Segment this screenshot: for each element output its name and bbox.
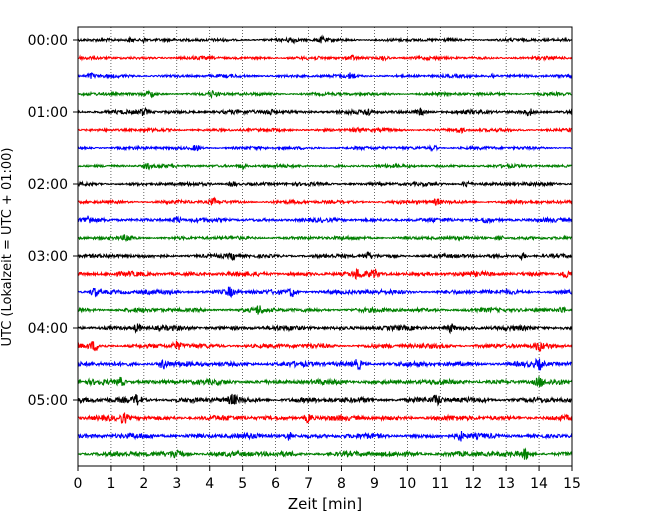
trace-0200: [77, 180, 573, 189]
x-tick-label: 7: [304, 476, 313, 492]
trace-0015: [77, 54, 573, 62]
trace-0530: [77, 430, 573, 442]
trace-0100: [77, 106, 573, 117]
trace-0045: [77, 89, 573, 100]
trace-0300: [77, 251, 573, 262]
grid-lines: [110, 27, 540, 466]
trace-0330: [77, 286, 573, 299]
trace-lines: [77, 34, 573, 460]
trace-0115: [77, 126, 573, 135]
x-tick-label: 10: [398, 476, 416, 492]
trace-0215: [77, 196, 573, 206]
y-tick-label: 04:00: [28, 321, 68, 337]
x-axis-ticks: 0 1 2 3 4 5 6 7 8 9 10 11 12 13 14 15: [74, 466, 581, 492]
x-tick-label: 11: [431, 476, 449, 492]
trace-0030: [77, 71, 573, 80]
y-tick-label: 01:00: [28, 105, 68, 121]
y-tick-label: 00:00: [28, 33, 68, 49]
x-tick-label: 12: [464, 476, 482, 492]
y-axis-label: UTC (Lokalzeit = UTC + 01:00): [0, 148, 15, 347]
x-tick-label: 15: [563, 476, 581, 492]
trace-0130: [77, 144, 573, 153]
x-tick-label: 4: [205, 476, 214, 492]
x-axis-label: Zeit [min]: [288, 495, 362, 513]
trace-0230: [77, 215, 573, 225]
x-tick-label: 3: [172, 476, 181, 492]
y-tick-label: 03:00: [28, 249, 68, 265]
trace-0445: [77, 376, 573, 388]
plot-frame: [77, 26, 573, 467]
y-tick-label: 05:00: [28, 393, 68, 409]
trace-0145: [77, 162, 573, 171]
trace-0345: [77, 305, 573, 315]
trace-0400: [77, 323, 573, 335]
trace-0415: [77, 340, 573, 352]
y-tick-label: 02:00: [28, 177, 68, 193]
y-axis-ticks: 00:00 01:00 02:00 03:00 04:00 05:00: [28, 33, 78, 409]
x-tick-label: 1: [106, 476, 115, 492]
x-tick-label: 2: [139, 476, 148, 492]
x-tick-label: 8: [337, 476, 346, 492]
trace-0245: [77, 234, 573, 243]
x-tick-label: 5: [238, 476, 247, 492]
x-tick-label: 0: [74, 476, 83, 492]
x-tick-label: 13: [497, 476, 515, 492]
trace-0545: [77, 447, 573, 460]
trace-0430: [77, 357, 573, 371]
x-tick-label: 14: [530, 476, 548, 492]
trace-0500: [77, 393, 573, 407]
trace-0515: [77, 412, 573, 425]
x-tick-label: 9: [370, 476, 379, 492]
trace-0315: [77, 267, 573, 281]
x-tick-label: 6: [271, 476, 280, 492]
trace-0000: [77, 34, 573, 45]
